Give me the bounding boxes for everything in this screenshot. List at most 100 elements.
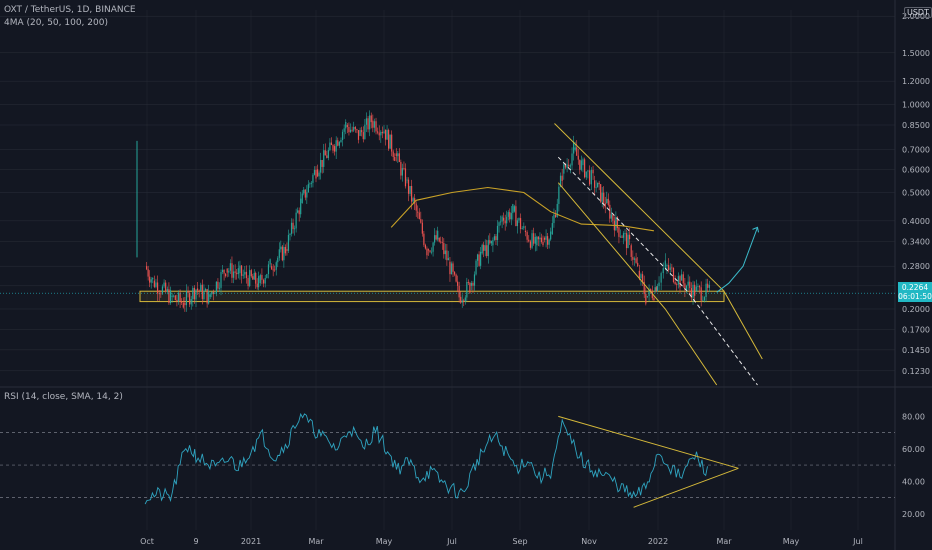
candle-body [499,221,502,223]
candle-body [516,220,519,227]
rsi-line [144,412,708,505]
candle-body [221,269,224,273]
candle-body [507,212,509,217]
candle-body [506,216,508,224]
candle-body [407,179,410,194]
candle-body [309,183,311,185]
candle-body [501,216,503,222]
candle-body [324,150,326,156]
candle-body [225,273,227,277]
candle-body [155,282,157,287]
candle-body [298,210,300,215]
candle-body [266,274,268,278]
candle-body [528,239,530,242]
candle-body [584,159,586,178]
candle-body [519,218,522,230]
candle-body [547,236,549,245]
candle-body [335,140,337,152]
candle-body [189,293,191,305]
candle-body [676,284,678,285]
candle-body [426,248,428,256]
candle-body [635,258,637,263]
candle-body [397,153,399,157]
candle-body [656,286,659,292]
candle-body [348,126,350,133]
candle-body [606,198,608,204]
candle-body [421,222,423,234]
candle-body [650,288,652,292]
candle-body [272,269,274,271]
candle-body [480,251,482,266]
candle-body [674,281,676,285]
candle-body [624,233,626,234]
candle-body [498,222,500,226]
candle-body [550,231,552,240]
candle-body [394,156,396,161]
candle-body [563,164,565,174]
candle-body [315,169,317,179]
candle-body [281,246,283,261]
candle-body [414,198,416,204]
candle-body [542,242,544,246]
support-zone [139,290,725,303]
candle-body [304,189,306,198]
candle-body [278,249,280,258]
candle-body [543,237,546,240]
candle-body [622,233,625,238]
candle-body [208,291,210,304]
candle-body [193,287,196,300]
candle-body [633,258,636,260]
candle-body [700,287,702,301]
candle-body [604,202,606,208]
candle-body [228,270,230,273]
candle-body [354,126,356,130]
projection-arrow-head [752,226,759,233]
candle-body [209,294,211,297]
candle-body [457,281,459,286]
price-tick-label: 1.2000 [902,77,930,86]
candle-body [453,271,456,275]
candle-body [369,115,371,130]
candle-body [149,276,151,283]
candle-body [377,131,379,133]
candle-body [323,150,325,167]
candle-body [697,286,699,287]
candle-body [463,300,465,302]
candle-body [483,244,485,251]
candle-body [306,192,308,198]
projection-arrow-line [716,227,758,293]
candle-body [556,203,558,217]
candle-body [346,125,348,127]
currency-unit-badge[interactable]: USDT [904,7,932,18]
price-tick-label: 0.1450 [902,346,930,355]
candle-body [666,265,668,267]
candle-body [169,290,172,304]
candle-body [146,266,148,270]
candle-body [619,236,622,238]
rsi-pane [0,412,895,508]
candle-body [593,180,596,188]
candle-body [449,261,451,275]
candle-body [566,164,568,168]
candle-body [687,281,689,286]
candle-body [610,214,612,219]
candle-body [430,251,433,253]
time-tick-label: Jul [446,537,457,546]
candle-body [177,292,180,302]
candle-body [559,175,562,187]
price-tick-label: 0.5000 [902,188,930,197]
candle-body [671,267,673,269]
candle-body [239,265,241,274]
candle-body [640,274,642,279]
candle-body [571,153,573,166]
candle-body [486,245,488,257]
candle-body [284,246,287,254]
candle-body [150,279,152,283]
candle-body [220,272,222,288]
candle-body [612,214,614,221]
candle-body [391,134,393,152]
candle-body [406,179,408,181]
candle-body [654,287,656,292]
candle-body [337,140,339,146]
